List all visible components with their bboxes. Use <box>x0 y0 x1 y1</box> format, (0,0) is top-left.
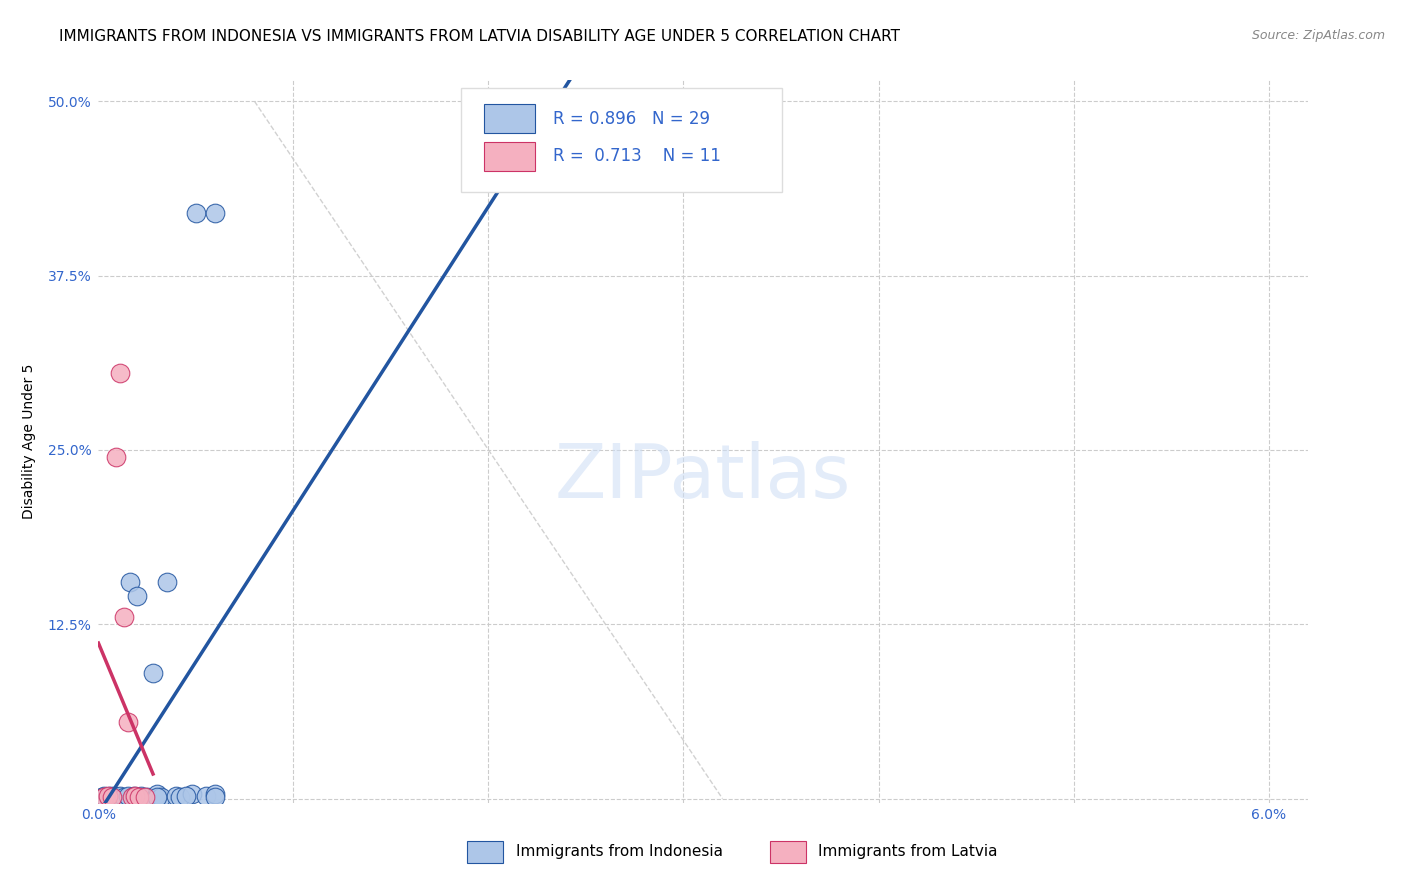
Text: ZIPatlas: ZIPatlas <box>555 442 851 514</box>
Point <box>174 789 197 803</box>
Point <box>165 789 187 803</box>
Point <box>103 789 125 803</box>
Point <box>93 789 115 803</box>
Point <box>104 450 127 464</box>
FancyBboxPatch shape <box>461 87 782 193</box>
Text: IMMIGRANTS FROM INDONESIA VS IMMIGRANTS FROM LATVIA DISABILITY AGE UNDER 5 CORRE: IMMIGRANTS FROM INDONESIA VS IMMIGRANTS … <box>59 29 900 44</box>
Point <box>146 788 169 802</box>
Point <box>204 206 226 220</box>
Text: R = 0.896   N = 29: R = 0.896 N = 29 <box>553 110 710 128</box>
Point <box>131 789 153 803</box>
Point <box>112 610 135 624</box>
Point <box>91 790 114 805</box>
Point <box>108 366 131 380</box>
Point <box>112 790 135 805</box>
Point <box>136 790 159 805</box>
Point <box>142 666 165 681</box>
Text: Immigrants from Latvia: Immigrants from Latvia <box>818 845 997 859</box>
Point <box>204 790 226 805</box>
Point <box>98 789 121 803</box>
Point <box>108 789 131 803</box>
Point <box>121 790 143 805</box>
Point <box>204 788 226 802</box>
FancyBboxPatch shape <box>467 841 503 863</box>
Point <box>169 790 191 805</box>
Point <box>181 788 204 802</box>
Text: Immigrants from Indonesia: Immigrants from Indonesia <box>516 845 723 859</box>
Point <box>156 575 179 590</box>
Point <box>101 790 124 805</box>
Point <box>134 790 156 805</box>
Point <box>97 790 120 805</box>
FancyBboxPatch shape <box>769 841 806 863</box>
Point <box>118 575 141 590</box>
Point <box>128 790 150 805</box>
Point <box>101 790 124 805</box>
Point <box>93 790 115 805</box>
FancyBboxPatch shape <box>484 104 534 133</box>
Y-axis label: Disability Age Under 5: Disability Age Under 5 <box>22 364 37 519</box>
Point <box>97 789 120 803</box>
Point <box>127 590 149 604</box>
Point <box>184 206 207 220</box>
Point <box>194 789 217 803</box>
Point <box>122 789 145 803</box>
Point <box>117 714 139 729</box>
Point <box>149 790 172 805</box>
Point <box>117 789 139 803</box>
Text: Source: ZipAtlas.com: Source: ZipAtlas.com <box>1251 29 1385 42</box>
FancyBboxPatch shape <box>484 142 534 170</box>
Point <box>107 790 129 805</box>
Text: R =  0.713    N = 11: R = 0.713 N = 11 <box>553 147 721 165</box>
Point <box>146 790 169 805</box>
Point <box>124 789 146 803</box>
